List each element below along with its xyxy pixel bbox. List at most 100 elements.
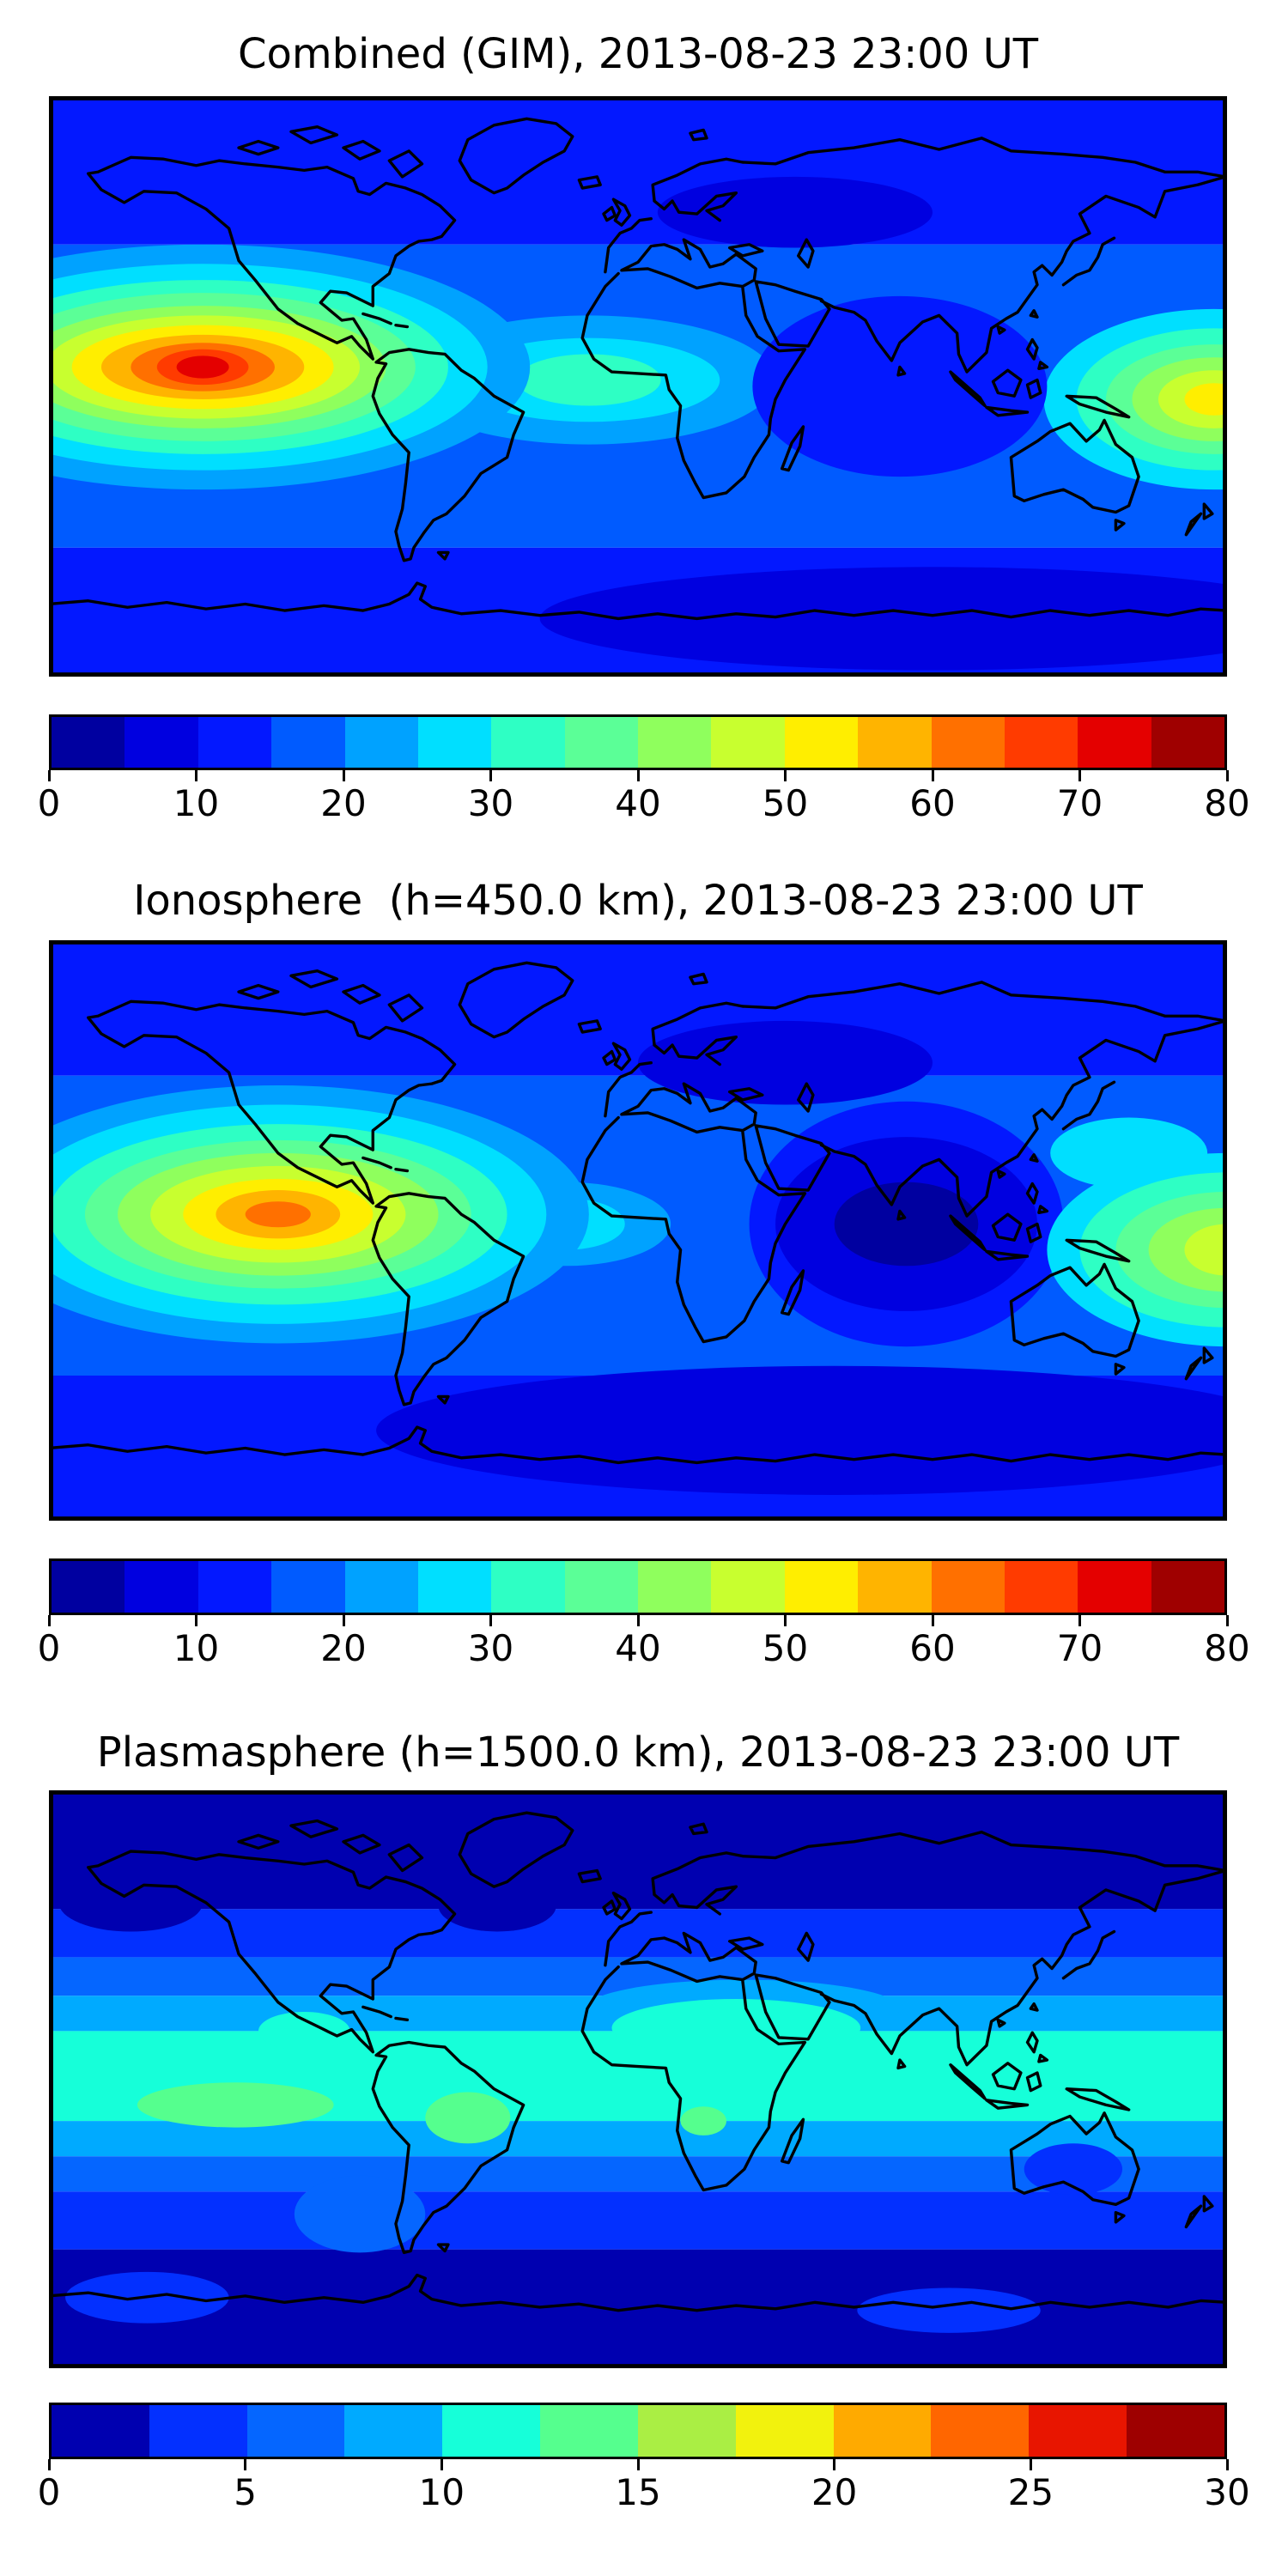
colorbar-segment	[271, 717, 345, 768]
tick-mark	[784, 770, 787, 781]
tick-mark	[636, 770, 640, 781]
colorbar-segment	[540, 2405, 638, 2457]
map-combined	[49, 96, 1227, 677]
colorbar-segment	[417, 1561, 492, 1613]
tick-mark	[1225, 1615, 1229, 1626]
contour-field	[49, 1790, 1227, 2368]
tick-label: 0	[37, 2471, 61, 2513]
tick-mark	[489, 770, 492, 781]
contour-blob	[516, 354, 661, 406]
colorbar-segment	[1151, 717, 1224, 768]
tick-mark	[342, 770, 345, 781]
tick-label: 10	[418, 2471, 465, 2513]
contour-blob	[258, 2011, 350, 2050]
panel-title-combined: Combined (GIM), 2013-08-23 23:00 UT	[237, 30, 1039, 78]
contour-band	[49, 940, 1227, 1076]
contour-band	[49, 1790, 1227, 1910]
map-frame	[49, 96, 1227, 677]
tick-label: 30	[467, 782, 514, 824]
map-frame	[49, 940, 1227, 1521]
contour-blob	[376, 1365, 1227, 1495]
colorbar-segment	[858, 1561, 932, 1613]
contour-band	[49, 96, 1227, 245]
colorbar-ticks-ionosphere: 0 10 20 30 40 50 60 70 80	[38, 1615, 1250, 1684]
contour-blob	[137, 2082, 334, 2128]
tick-label: 20	[320, 1627, 367, 1669]
contour-blob	[58, 1874, 204, 1932]
map-svg-plasmasphere	[49, 1790, 1227, 2368]
colorbar-segment	[197, 717, 272, 768]
colorbar-segment	[858, 717, 932, 768]
colorbar-segment	[491, 717, 565, 768]
colorbar-segment	[638, 717, 712, 768]
colorbar-segment	[711, 1561, 785, 1613]
tick-mark	[1078, 1615, 1081, 1626]
colorbar-segment	[833, 2405, 932, 2457]
tick-label: 20	[320, 782, 367, 824]
colorbar-segment	[1127, 2405, 1224, 2457]
colorbar-segment	[1004, 1561, 1078, 1613]
contour-blob	[1024, 2143, 1123, 2196]
colorbar-segment	[931, 717, 1005, 768]
map-svg-ionosphere	[49, 940, 1227, 1521]
colorbar-segment	[564, 717, 638, 768]
contour-blob	[176, 355, 229, 379]
colorbar-segment	[344, 717, 418, 768]
tick-label: 30	[467, 1627, 514, 1669]
tick-mark	[1225, 2459, 1229, 2470]
panel-title-plasmasphere: Plasmasphere (h=1500.0 km), 2013-08-23 2…	[96, 1728, 1180, 1777]
colorbar-segment	[125, 1561, 198, 1613]
contour-blob	[834, 1182, 979, 1267]
tick-mark	[833, 2459, 836, 2470]
colorbar-segment	[784, 717, 859, 768]
colorbar-segment	[125, 717, 198, 768]
colorbar-segment	[564, 1561, 638, 1613]
tick-label: 20	[811, 2471, 858, 2513]
map-svg-combined	[49, 96, 1227, 677]
contour-blob	[611, 1999, 861, 2057]
colorbar-segment	[784, 1561, 859, 1613]
tick-mark	[1225, 770, 1229, 781]
tick-label: 30	[1204, 2471, 1250, 2513]
colorbar-segment	[1078, 1561, 1151, 1613]
colorbar-segment	[637, 2405, 736, 2457]
tick-mark	[636, 2459, 640, 2470]
colorbar-segment	[442, 2405, 541, 2457]
colorbar-segment	[52, 2405, 149, 2457]
colorbar-segment	[246, 2405, 345, 2457]
contour-blob	[294, 2175, 426, 2253]
map-plasmasphere	[49, 1790, 1227, 2368]
colorbar-segment	[271, 1561, 345, 1613]
tick-label: 0	[37, 782, 61, 824]
colorbar-segment	[417, 717, 492, 768]
colorbar-segment	[52, 717, 125, 768]
colorbar-ionosphere	[49, 1558, 1227, 1615]
tick-label: 5	[234, 2471, 258, 2513]
map-frame	[49, 1790, 1227, 2368]
tick-mark	[342, 1615, 345, 1626]
colorbar-segment	[638, 1561, 712, 1613]
colorbar-segment	[52, 1561, 125, 1613]
colorbar-segment	[491, 1561, 565, 1613]
colorbar-segment	[1029, 2405, 1127, 2457]
contour-blob	[438, 1880, 556, 1932]
contour-blob	[1184, 1224, 1227, 1276]
tick-label: 10	[173, 1627, 220, 1669]
contour-blob	[638, 1020, 933, 1105]
tick-label: 15	[615, 2471, 661, 2513]
tick-mark	[244, 2459, 247, 2470]
tick-label: 60	[909, 1627, 956, 1669]
colorbar-segment	[344, 1561, 418, 1613]
tick-mark	[47, 770, 51, 781]
tick-mark	[931, 1615, 934, 1626]
colorbar-segment	[1004, 717, 1078, 768]
tick-label: 70	[1056, 1627, 1103, 1669]
tick-mark	[784, 1615, 787, 1626]
tick-mark	[489, 1615, 492, 1626]
tick-label: 40	[615, 782, 661, 824]
tick-mark	[1029, 2459, 1032, 2470]
tick-mark	[195, 1615, 197, 1626]
tick-mark	[636, 1615, 640, 1626]
contour-blob	[857, 2287, 1041, 2333]
colorbar-segment	[711, 717, 785, 768]
